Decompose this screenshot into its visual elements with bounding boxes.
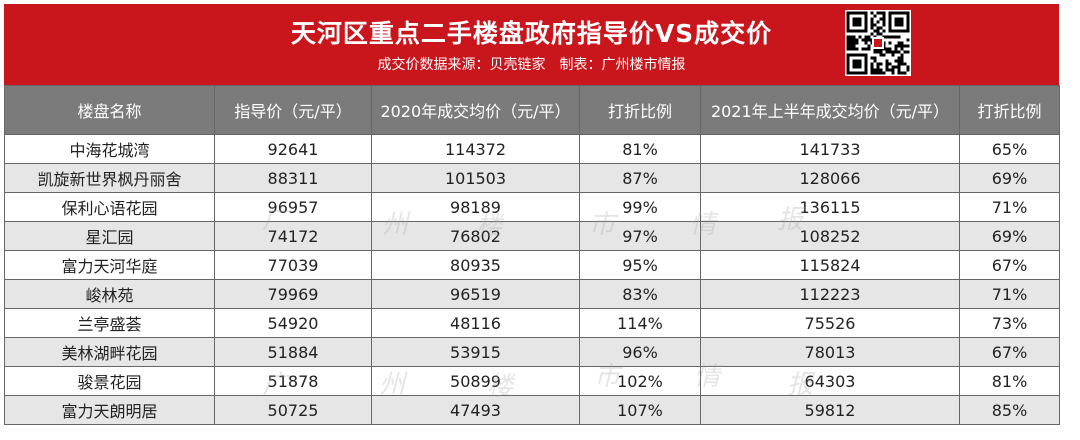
cell-ratio-2021h1: 69%	[959, 221, 1060, 251]
table-row: 中海花城湾 92641 114372 81% 141733 65%	[4, 134, 1060, 164]
table-header-row: 楼盘名称 指导价（元/平） 2020年成交均价（元/平） 打折比例 2021年上…	[4, 85, 1060, 135]
cell-guide-price: 77039	[214, 250, 372, 280]
cell-ratio-2020: 81%	[579, 134, 701, 164]
cell-ratio-2020: 102%	[579, 366, 701, 396]
cell-ratio-2020: 99%	[579, 192, 701, 222]
cell-avg-2020: 101503	[371, 163, 580, 193]
cell-ratio-2021h1: 81%	[959, 366, 1060, 396]
cell-ratio-2021h1: 65%	[959, 134, 1060, 164]
title-banner: 天河区重点二手楼盘政府指导价VS成交价 成交价数据来源：贝壳链家 制表：广州楼市…	[4, 4, 1059, 85]
cell-avg-2020: 48116	[371, 308, 580, 338]
cell-name: 保利心语花园	[4, 192, 215, 222]
cell-name: 峻林苑	[4, 279, 215, 309]
table-row: 美林湖畔花园 51884 53915 96% 78013 67%	[4, 337, 1060, 367]
cell-avg-2021h1: 59812	[700, 395, 960, 425]
price-comparison-card: 天河区重点二手楼盘政府指导价VS成交价 成交价数据来源：贝壳链家 制表：广州楼市…	[4, 4, 1060, 436]
cell-avg-2021h1: 115824	[700, 250, 960, 280]
cell-guide-price: 50725	[214, 395, 372, 425]
cell-avg-2021h1: 128066	[700, 163, 960, 193]
page-subtitle: 成交价数据来源：贝壳链家 制表：广州楼市情报	[377, 57, 686, 73]
table-row: 保利心语花园 96957 98189 99% 136115 71%	[4, 192, 1060, 222]
qr-code-icon	[845, 10, 911, 76]
cell-avg-2020: 53915	[371, 337, 580, 367]
cell-avg-2020: 76802	[371, 221, 580, 251]
cell-avg-2021h1: 141733	[700, 134, 960, 164]
cell-ratio-2021h1: 69%	[959, 163, 1060, 193]
cell-guide-price: 54920	[214, 308, 372, 338]
col-header-avg-2020: 2020年成交均价（元/平）	[371, 85, 580, 135]
table-row: 凯旋新世界枫丹丽舍 88311 101503 87% 128066 69%	[4, 163, 1060, 193]
cell-ratio-2020: 83%	[579, 279, 701, 309]
cell-avg-2021h1: 112223	[700, 279, 960, 309]
cell-avg-2020: 98189	[371, 192, 580, 222]
cell-ratio-2021h1: 71%	[959, 279, 1060, 309]
page-title: 天河区重点二手楼盘政府指导价VS成交价	[290, 19, 773, 48]
cell-avg-2020: 80935	[371, 250, 580, 280]
cell-avg-2021h1: 108252	[700, 221, 960, 251]
cell-ratio-2020: 87%	[579, 163, 701, 193]
cell-name: 星汇园	[4, 221, 215, 251]
col-header-ratio-2021h1: 打折比例	[959, 85, 1060, 135]
cell-ratio-2021h1: 67%	[959, 250, 1060, 280]
table-body: 中海花城湾 92641 114372 81% 141733 65% 凯旋新世界枫丹丽舍 883…	[4, 134, 1060, 425]
table-row: 富力天朗明居 50725 47493 107% 59812 85%	[4, 395, 1060, 425]
qr-code-graphic	[846, 11, 910, 75]
cell-avg-2020: 114372	[371, 134, 580, 164]
cell-ratio-2021h1: 73%	[959, 308, 1060, 338]
cell-name: 凯旋新世界枫丹丽舍	[4, 163, 215, 193]
cell-avg-2020: 50899	[371, 366, 580, 396]
cell-ratio-2020: 107%	[579, 395, 701, 425]
table-row: 星汇园 74172 76802 97% 108252 69%	[4, 221, 1060, 251]
cell-ratio-2021h1: 71%	[959, 192, 1060, 222]
table-row: 富力天河华庭 77039 80935 95% 115824 67%	[4, 250, 1060, 280]
table-row: 兰亭盛荟 54920 48116 114% 75526 73%	[4, 308, 1060, 338]
cell-name: 中海花城湾	[4, 134, 215, 164]
col-header-guide-price: 指导价（元/平）	[214, 85, 372, 135]
cell-avg-2020: 47493	[371, 395, 580, 425]
price-table: 楼盘名称 指导价（元/平） 2020年成交均价（元/平） 打折比例 2021年上…	[4, 85, 1060, 425]
cell-ratio-2021h1: 85%	[959, 395, 1060, 425]
cell-name: 富力天朗明居	[4, 395, 215, 425]
cell-guide-price: 79969	[214, 279, 372, 309]
table-row: 峻林苑 79969 96519 83% 112223 71%	[4, 279, 1060, 309]
cell-ratio-2020: 96%	[579, 337, 701, 367]
cell-guide-price: 96957	[214, 192, 372, 222]
col-header-name: 楼盘名称	[4, 85, 215, 135]
cell-name: 美林湖畔花园	[4, 337, 215, 367]
cell-guide-price: 92641	[214, 134, 372, 164]
cell-guide-price: 88311	[214, 163, 372, 193]
cell-avg-2021h1: 136115	[700, 192, 960, 222]
cell-ratio-2020: 97%	[579, 221, 701, 251]
cell-avg-2021h1: 64303	[700, 366, 960, 396]
cell-guide-price: 74172	[214, 221, 372, 251]
cell-ratio-2020: 95%	[579, 250, 701, 280]
cell-guide-price: 51884	[214, 337, 372, 367]
cell-ratio-2021h1: 67%	[959, 337, 1060, 367]
table-row: 骏景花园 51878 50899 102% 64303 81%	[4, 366, 1060, 396]
cell-avg-2020: 96519	[371, 279, 580, 309]
col-header-avg-2021h1: 2021年上半年成交均价（元/平）	[700, 85, 960, 135]
cell-ratio-2020: 114%	[579, 308, 701, 338]
cell-name: 富力天河华庭	[4, 250, 215, 280]
cell-avg-2021h1: 75526	[700, 308, 960, 338]
col-header-ratio-2020: 打折比例	[579, 85, 701, 135]
cell-avg-2021h1: 78013	[700, 337, 960, 367]
cell-guide-price: 51878	[214, 366, 372, 396]
cell-name: 兰亭盛荟	[4, 308, 215, 338]
cell-name: 骏景花园	[4, 366, 215, 396]
